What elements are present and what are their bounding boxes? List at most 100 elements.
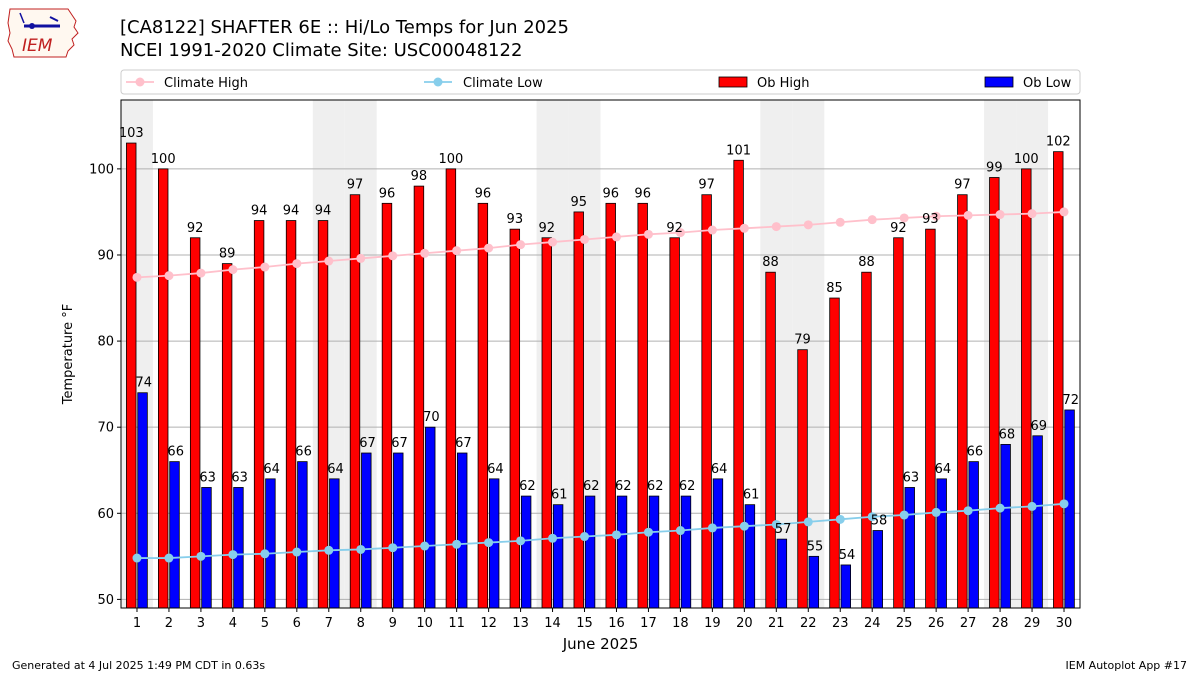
legend-ob-low-label: Ob Low xyxy=(1023,76,1072,91)
climate-low-point xyxy=(867,512,877,522)
climate-low-point xyxy=(739,521,749,531)
x-tick-label: 21 xyxy=(768,616,785,631)
ob-high-label: 94 xyxy=(283,204,300,219)
climate-low-point xyxy=(484,538,494,548)
ob-low-bar xyxy=(169,461,180,609)
y-tick-label: 70 xyxy=(97,421,114,436)
climate-low-point xyxy=(963,506,973,516)
ob-low-label: 64 xyxy=(487,462,504,477)
x-tick-label: 19 xyxy=(704,616,721,631)
x-tick-label: 3 xyxy=(197,616,205,631)
x-tick-label: 6 xyxy=(293,616,301,631)
ob-high-bar xyxy=(957,194,968,609)
ob-low-bar xyxy=(425,426,436,609)
ob-high-label: 97 xyxy=(347,178,364,193)
legend-climate-low-label: Climate Low xyxy=(463,76,543,91)
climate-high-point xyxy=(803,220,813,230)
climate-low-point xyxy=(1027,501,1037,511)
x-tick-label: 12 xyxy=(480,616,497,631)
climate-low-point xyxy=(452,539,462,549)
climate-low-point xyxy=(643,527,653,537)
ob-low-bar xyxy=(201,487,212,609)
ob-high-label: 85 xyxy=(826,281,843,296)
y-axis-label: Temperature °F xyxy=(61,304,76,405)
ob-low-label: 69 xyxy=(1031,419,1048,434)
ob-high-label: 88 xyxy=(762,255,779,270)
y-tick-label: 90 xyxy=(97,248,114,263)
ob-low-bar xyxy=(265,478,276,609)
ob-low-label: 70 xyxy=(423,410,440,425)
climate-low-point xyxy=(1059,499,1069,509)
legend-ob-high-label: Ob High xyxy=(757,76,810,91)
ob-low-label: 61 xyxy=(743,488,760,503)
x-tick-label: 26 xyxy=(928,616,945,631)
climate-low-point xyxy=(292,547,302,557)
ob-high-label: 100 xyxy=(151,152,176,167)
ob-high-bar xyxy=(605,202,616,609)
ob-low-label: 67 xyxy=(359,436,376,451)
ob-low-bar xyxy=(393,452,404,609)
climate-high-point xyxy=(516,240,526,250)
ob-high-label: 102 xyxy=(1046,135,1071,150)
climate-high-point xyxy=(548,237,558,247)
climate-low-point xyxy=(132,553,142,563)
ob-low-bar xyxy=(616,495,628,609)
x-tick-label: 10 xyxy=(416,616,433,631)
climate-low-point xyxy=(803,517,813,527)
ob-low-bar xyxy=(552,504,564,609)
x-tick-label: 18 xyxy=(672,616,689,631)
ob-low-label: 64 xyxy=(935,462,952,477)
climate-high-point xyxy=(132,272,142,282)
climate-high-point xyxy=(356,253,366,263)
ob-high-label: 100 xyxy=(1014,152,1039,167)
ob-high-bar xyxy=(797,349,808,609)
climate-low-point xyxy=(707,523,717,533)
ob-low-label: 64 xyxy=(263,462,280,477)
ob-low-label: 63 xyxy=(903,470,920,485)
ob-high-label: 98 xyxy=(411,169,428,184)
climate-high-point xyxy=(867,215,877,225)
legend-climate-high-label: Climate High xyxy=(164,76,248,91)
x-tick-label: 4 xyxy=(229,616,237,631)
climate-high-point xyxy=(1059,207,1069,217)
ob-high-label: 88 xyxy=(858,255,875,270)
ob-low-bar xyxy=(1032,435,1043,609)
climate-low-point xyxy=(931,507,941,517)
x-tick-label: 25 xyxy=(896,616,913,631)
weekend-band xyxy=(792,100,825,608)
ob-low-bar xyxy=(680,495,692,609)
climate-low-point xyxy=(675,526,685,536)
climate-low-point xyxy=(516,536,526,546)
ob-high-label: 96 xyxy=(475,186,492,201)
ob-low-bar xyxy=(361,452,372,609)
ob-high-label: 94 xyxy=(251,204,268,219)
ob-high-label: 89 xyxy=(219,247,236,262)
ob-high-label: 79 xyxy=(794,333,811,348)
ob-low-label: 55 xyxy=(807,539,824,554)
y-tick-label: 60 xyxy=(97,507,114,522)
logo-text: IEM xyxy=(22,36,53,56)
ob-low-bar xyxy=(840,564,851,609)
ob-high-bar xyxy=(573,211,584,609)
ob-high-label: 103 xyxy=(119,126,144,141)
ob-high-bar xyxy=(893,237,904,609)
ob-low-bar xyxy=(872,530,883,609)
climate-high-point xyxy=(707,225,717,235)
ob-high-label: 93 xyxy=(922,212,939,227)
ob-low-label: 67 xyxy=(455,436,472,451)
x-tick-label: 13 xyxy=(512,616,529,631)
legend: Climate High Climate Low Ob High Ob Low xyxy=(120,69,1081,95)
bar-value-labels: 103 74 100 66 92 63 89 63 94 64 94 66 94 64 97 67 96 67 98… xyxy=(119,126,1079,563)
ob-low-label: 66 xyxy=(295,445,312,460)
x-tick-label: 11 xyxy=(448,616,465,631)
x-tick-label: 20 xyxy=(736,616,753,631)
weekend-band xyxy=(984,100,1017,608)
weekend-band xyxy=(1016,100,1049,608)
ob-low-bar xyxy=(329,478,340,609)
climate-low-point xyxy=(228,550,238,560)
x-tick-label: 17 xyxy=(640,616,657,631)
climate-high-point xyxy=(324,256,334,266)
x-tick-label: 28 xyxy=(992,616,1009,631)
climate-low-point xyxy=(548,533,558,543)
ob-low-label: 66 xyxy=(967,445,984,460)
